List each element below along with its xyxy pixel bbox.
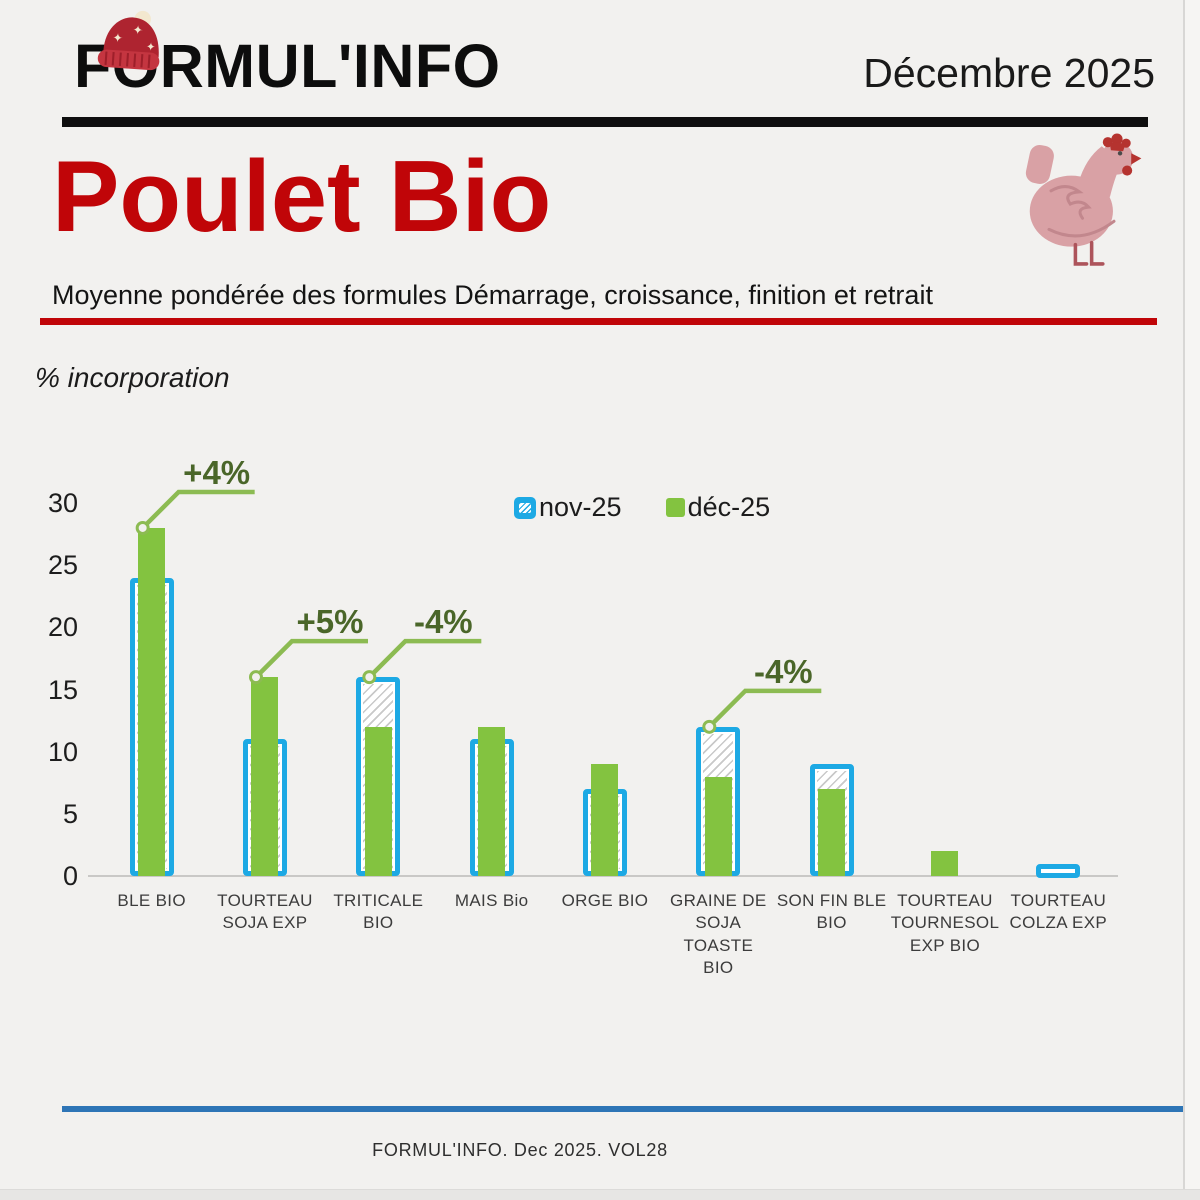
chart-legend: nov-25 déc-25 [514,492,770,523]
svg-text:✦: ✦ [145,41,155,54]
legend-label: déc-25 [687,492,771,522]
bar-dec25-2 [364,726,392,876]
legend-label: nov-25 [539,492,622,522]
svg-text:✦: ✦ [132,23,143,38]
x-axis-label: SON FIN BLE BIO [776,891,887,933]
x-axis-label: TRITICALE BIO [333,891,424,933]
page-edge-shade [1185,0,1200,1200]
hatch-mark-icon [519,502,531,513]
legend-swatch-solid-icon [665,498,685,517]
incorporation-bar-chart: nov-25 déc-25 +4% +5% -4% -4% 0 5 10 15 20 25 30 BL… [0,420,1200,990]
y-axis-tick-label: 30 [47,488,78,519]
y-axis-tick-label: 10 [47,736,78,767]
legend-item: nov-25 [514,492,622,523]
svg-text:+4%: +4% [183,454,250,491]
bar-dec25-3 [478,726,506,876]
bar-dec25-7 [931,851,959,876]
accent-rule [40,318,1157,325]
x-axis-label: MAIS Bio [454,891,529,910]
page-edge-bottom [0,1189,1200,1200]
x-axis-label: GRAINE DE SOJA TOASTE BIO [670,891,767,978]
bar-dec25-1 [251,677,279,876]
svg-text:+5%: +5% [297,603,364,640]
bar-dec25-4 [591,764,619,876]
y-axis-tick-label: 15 [47,674,78,705]
x-axis-label: BLE BIO [117,891,186,910]
chicken-icon [1025,133,1142,266]
x-axis-label: TOURTEAU TOURNESOL EXP BIO [890,891,1000,955]
chart-subtitle: Moyenne pondérée des formules Démarrage,… [52,280,933,310]
winter-beanie-icon: ✦ ✦ ✦ [97,10,160,71]
header-rule [62,117,1148,127]
svg-text:-4%: -4% [754,653,813,690]
y-axis-tick-label: 0 [62,861,78,891]
issue-date: Décembre 2025 [863,50,1155,96]
x-axis-label: TOURTEAU SOJA EXP [217,891,313,933]
page-edge-line [1183,0,1185,1200]
legend-swatch-hatched-icon [514,496,536,519]
bar-dec25-0 [138,527,166,876]
bar-dec25-5 [704,776,732,876]
page-title: Poulet Bio [52,141,552,253]
legend-item: déc-25 [665,492,771,523]
x-axis-line [88,875,1118,877]
change-annotation: +4% [135,454,255,535]
y-axis-tick-label: 20 [47,612,78,643]
y-axis-tick-label: 25 [47,550,78,581]
x-axis-label: TOURTEAU COLZA EXP [1009,891,1108,933]
y-axis-title: % incorporation [35,362,230,393]
x-axis-label: ORGE BIO [561,891,649,910]
change-annotation: -4% [362,603,482,685]
y-axis-tick-label: 5 [62,798,78,829]
svg-text:-4%: -4% [414,603,473,640]
bar-dec25-6 [818,788,846,876]
bar-nov25-8 [1036,863,1081,878]
change-annotation: +5% [248,603,368,685]
footer-rule [62,1106,1190,1112]
footer-credit: FORMUL'INFO. Dec 2025. VOL28 [372,1140,668,1160]
svg-text:✦: ✦ [112,31,123,46]
change-annotation: -4% [702,653,822,734]
